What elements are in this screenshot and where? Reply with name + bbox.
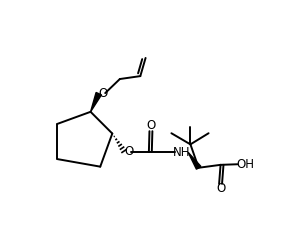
Text: O: O <box>124 145 133 159</box>
Text: OH: OH <box>237 158 255 171</box>
Text: NH: NH <box>173 146 190 159</box>
Text: O: O <box>216 182 225 195</box>
Polygon shape <box>91 92 101 112</box>
Text: O: O <box>146 119 156 132</box>
Text: O: O <box>98 87 108 99</box>
Polygon shape <box>188 152 201 169</box>
